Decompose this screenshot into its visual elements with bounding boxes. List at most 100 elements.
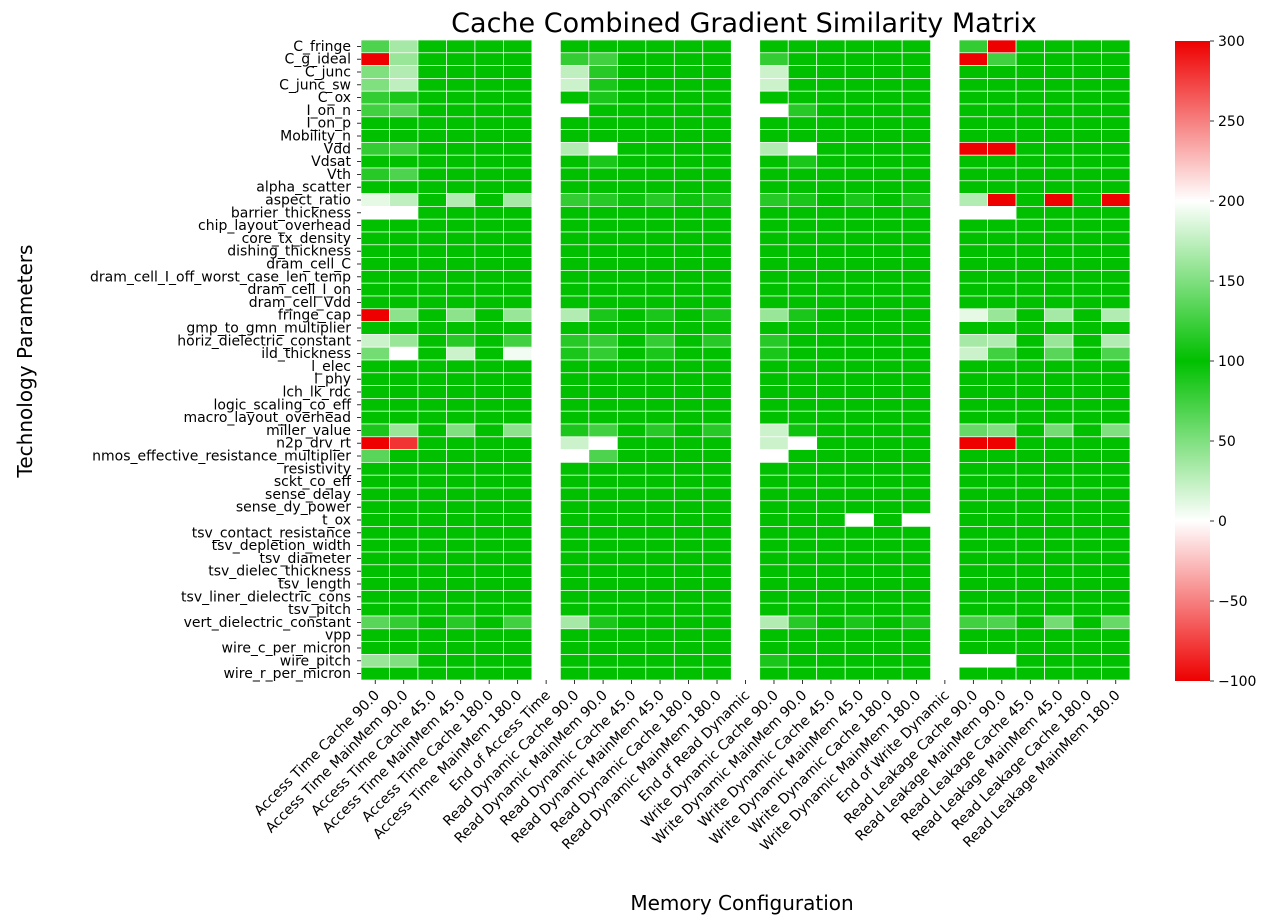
heatmap-cell [816, 513, 846, 527]
heatmap-cell [360, 295, 390, 310]
heatmap-cell [673, 39, 704, 54]
heatmap-cell [389, 206, 419, 220]
heatmap-cell [588, 628, 618, 642]
heatmap-cell [645, 474, 675, 489]
heatmap-cell [417, 436, 447, 450]
heatmap-cell [987, 167, 1017, 182]
heatmap-cell [958, 295, 988, 310]
heatmap-cell [616, 218, 647, 233]
heatmap-cell [873, 270, 903, 284]
heatmap-cell [560, 513, 590, 527]
heatmap-cell [787, 641, 818, 655]
heatmap-cell [474, 602, 504, 617]
heatmap-cell [417, 513, 447, 527]
heatmap-cell [901, 654, 931, 668]
heatmap-cell [389, 654, 419, 668]
row-label: n2p_drv_rt [276, 436, 351, 452]
heatmap-cell [560, 282, 590, 297]
heatmap-cell [503, 142, 533, 156]
heatmap-cell [588, 334, 618, 348]
heatmap-cell [503, 385, 533, 399]
heatmap-cell [1015, 295, 1045, 310]
heatmap-cell [844, 257, 875, 271]
heatmap-cell [389, 52, 419, 66]
heatmap-cell [901, 526, 931, 540]
heatmap-cell [389, 308, 419, 322]
heatmap-cell [1044, 564, 1074, 578]
heatmap-cell [560, 65, 590, 79]
heatmap-cell [844, 142, 875, 156]
heatmap-cell [616, 474, 647, 489]
heatmap-cell [1015, 270, 1045, 284]
heatmap-cell [474, 641, 504, 655]
heatmap-cell [446, 218, 476, 233]
heatmap-cell [673, 129, 704, 143]
heatmap-cell [1101, 564, 1131, 578]
heatmap-cell [844, 167, 875, 182]
heatmap-cell [673, 270, 704, 284]
heatmap-cell [503, 615, 533, 630]
heatmap-cell [645, 462, 675, 476]
heatmap-cell [360, 423, 390, 438]
heatmap-cell [1101, 654, 1131, 668]
heatmap-cell [702, 218, 732, 233]
heatmap-cell [901, 487, 931, 502]
heatmap-cell [958, 90, 988, 105]
heatmap-cell [474, 90, 504, 105]
heatmap-cell [1101, 142, 1131, 156]
heatmap-cell [844, 39, 875, 54]
heatmap-cell [360, 564, 390, 578]
heatmap-cell [474, 334, 504, 348]
heatmap-cell [958, 116, 988, 130]
heatmap-cell [1044, 526, 1074, 540]
heatmap-cell [1015, 602, 1045, 617]
heatmap-cell [987, 628, 1017, 642]
heatmap-cell [901, 474, 931, 489]
heatmap-cell [759, 257, 789, 271]
heatmap-cell [389, 257, 419, 271]
heatmap-cell [759, 615, 789, 630]
heatmap-cell [844, 385, 875, 399]
heatmap-cell [759, 398, 789, 412]
heatmap-cell [560, 295, 590, 310]
heatmap-cell [503, 602, 533, 617]
heatmap-cell [759, 526, 789, 540]
heatmap-cell [901, 590, 931, 604]
heatmap-cell [759, 513, 789, 527]
heatmap-cell [360, 270, 390, 284]
heatmap-cell [702, 564, 732, 578]
heatmap-cell [446, 602, 476, 617]
heatmap-cell [360, 436, 390, 450]
colorbar-tick-label: 50 [1218, 434, 1236, 450]
heatmap-cell [1072, 436, 1102, 450]
heatmap-cell [816, 103, 846, 118]
heatmap-cell [844, 218, 875, 233]
heatmap-cell [560, 359, 590, 374]
heatmap-cell [673, 65, 704, 79]
heatmap-cell [873, 398, 903, 412]
heatmap-cell [816, 628, 846, 642]
heatmap-cell [759, 206, 789, 220]
heatmap-cell [616, 551, 647, 566]
heatmap-cell [645, 129, 675, 143]
heatmap-cell [503, 129, 533, 143]
heatmap-cell [759, 218, 789, 233]
heatmap-cell [446, 193, 476, 207]
heatmap-cell [958, 372, 988, 386]
heatmap-cell [645, 142, 675, 156]
heatmap-cell [1044, 487, 1074, 502]
heatmap-cell [645, 282, 675, 297]
heatmap-cell [759, 410, 789, 425]
heatmap-cell [389, 65, 419, 79]
heatmap-cell [1101, 500, 1131, 514]
heatmap-cell [1072, 538, 1102, 553]
heatmap-cell [987, 52, 1017, 66]
heatmap-cell [1015, 231, 1045, 246]
heatmap-cell [759, 423, 789, 438]
heatmap-cell [389, 78, 419, 92]
heatmap-cell [645, 654, 675, 668]
heatmap-cell [844, 410, 875, 425]
heatmap-cell [560, 78, 590, 92]
heatmap-cell [1044, 167, 1074, 182]
heatmap-cell [446, 590, 476, 604]
